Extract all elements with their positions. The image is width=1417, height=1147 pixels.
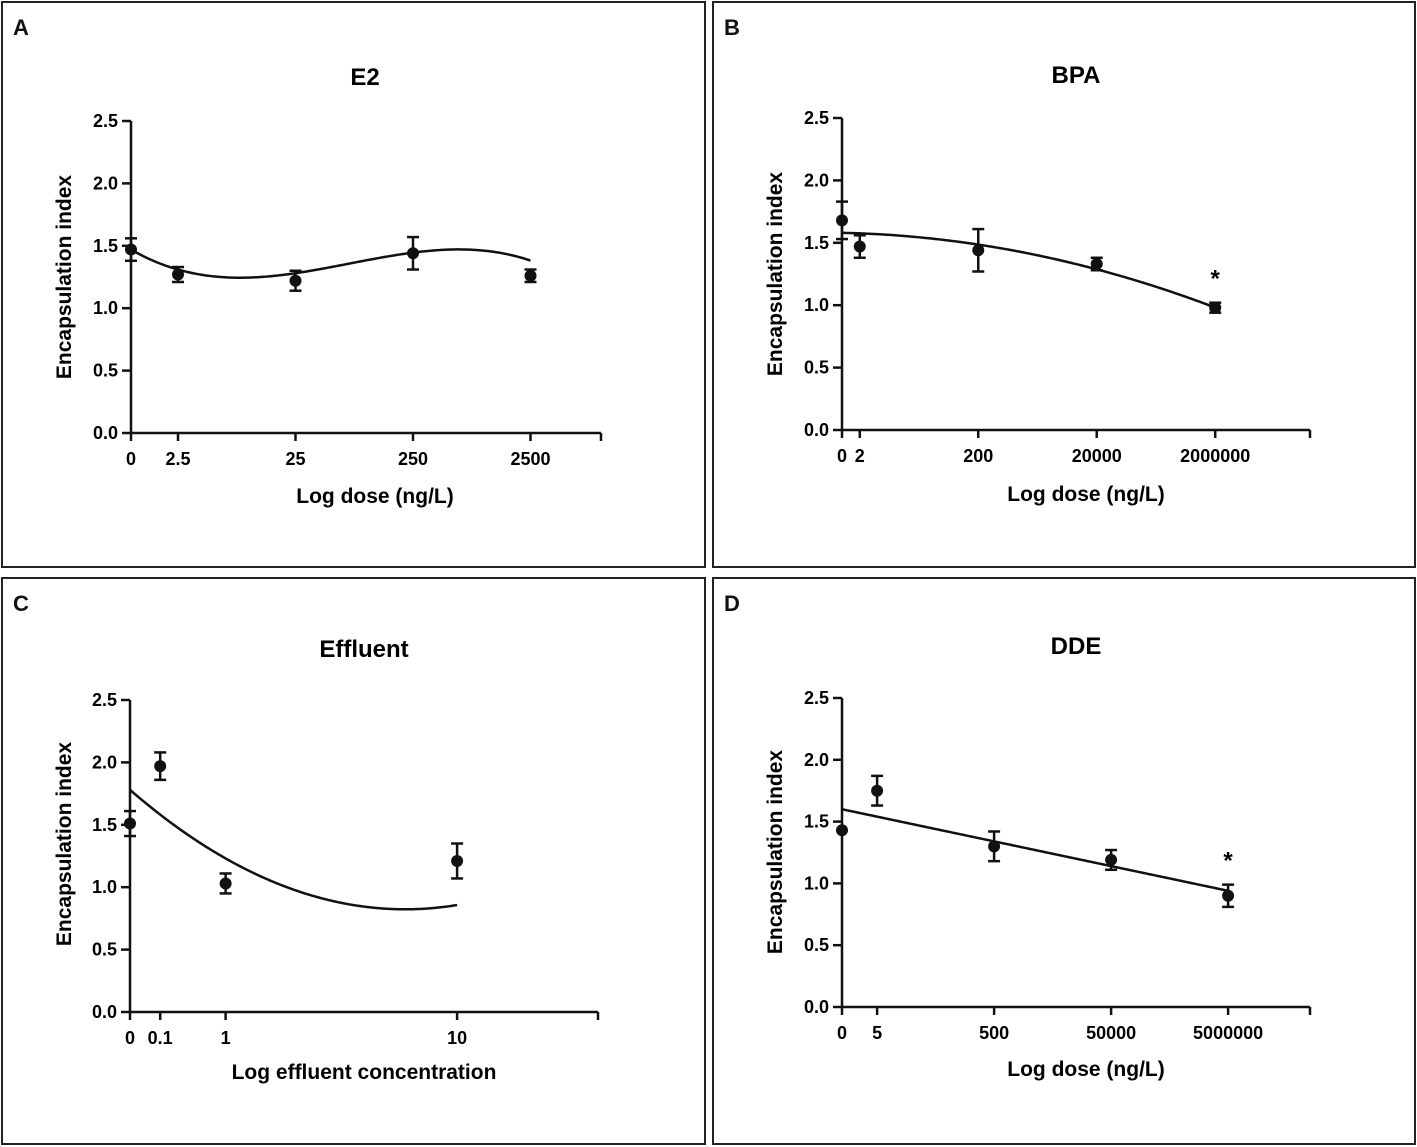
fit-curve (129, 788, 458, 911)
data-point (125, 243, 137, 256)
y-tick-label: 0.5 (804, 358, 829, 378)
x-axis-label: Log dose (ng/L) (1007, 483, 1164, 506)
y-tick-label: 2.5 (92, 690, 117, 710)
panel-letter-c: C (13, 591, 29, 616)
y-tick-label: 2.0 (92, 752, 117, 772)
y-axis-label: Encapsulation index (53, 742, 76, 947)
panel-letter-b: B (724, 15, 740, 40)
x-tick-label: 2.5 (165, 449, 190, 469)
y-axis-label: Encapsulation index (53, 175, 76, 380)
x-tick-label: 25 (285, 449, 305, 469)
y-tick-label: 1.0 (93, 298, 118, 318)
data-point (988, 840, 1001, 853)
y-tick-label: 0.0 (804, 420, 829, 440)
x-tick-label: 0 (125, 1028, 135, 1048)
panel-letter-d: D (724, 591, 740, 616)
y-tick-label: 0.5 (804, 935, 829, 955)
x-tick-label: 0 (837, 1023, 847, 1043)
x-axis-label: Log effluent concentration (232, 1061, 497, 1084)
chart-bpa: BPA 0.0 0.5 1.0 1.5 2.0 2.5 0 2 200 20000 2000000 Lo… (764, 62, 1312, 506)
fit-curve (130, 248, 531, 279)
chart-effluent: Effluent 0.0 0.5 1.0 1.5 2.0 2.5 0 0.1 1 10 Log eff… (53, 636, 600, 1084)
x-tick-label: 250 (398, 449, 428, 469)
y-tick-label: 1.0 (804, 295, 829, 315)
data-point (154, 760, 167, 773)
x-tick-label: 1 (221, 1028, 231, 1048)
data-point (1090, 258, 1103, 271)
fit-curve (841, 231, 1216, 309)
x-tick-label: 5000000 (1193, 1023, 1263, 1043)
data-point (1222, 889, 1235, 902)
y-axis-label: Encapsulation index (764, 172, 787, 377)
data-point (451, 854, 464, 867)
fit-curve (841, 808, 1229, 893)
y-tick-label: 0.0 (804, 997, 829, 1017)
y-tick-label: 1.0 (804, 873, 829, 893)
x-tick-label: 20000 (1072, 446, 1122, 466)
data-point (1209, 301, 1222, 314)
chart-title: DDE (1051, 633, 1102, 660)
y-tick-label: 2.0 (93, 173, 118, 193)
y-tick-label: 1.5 (804, 233, 829, 253)
y-tick-label: 1.5 (804, 812, 829, 832)
x-tick-label: 10 (447, 1028, 467, 1048)
y-tick-label: 0.5 (92, 940, 117, 960)
data-point (289, 274, 302, 287)
x-tick-label: 50000 (1086, 1023, 1136, 1043)
x-tick-label: 0 (837, 446, 847, 466)
x-axis-label: Log dose (ng/L) (1007, 1058, 1164, 1081)
data-point (172, 268, 184, 281)
panel-b: B BPA 0.0 0.5 1.0 1.5 2.0 2.5 0 2 200 20000 2000000… (712, 1, 1416, 568)
chart-e2: E2 0.0 0.5 1.0 1.5 2.0 2.5 0 2.5 25 250 2500 Log dos… (53, 64, 603, 508)
chart-title: BPA (1052, 62, 1101, 89)
y-tick-label: 2.0 (804, 750, 829, 770)
x-tick-label: 2 (855, 446, 865, 466)
panel-a: A E2 0.0 0.5 1.0 1.5 2.0 2.5 0 2.5 25 250 2500 Log d… (1, 1, 706, 568)
y-tick-label: 2.5 (93, 111, 118, 131)
x-tick-label: 5 (872, 1023, 882, 1043)
chart-title: E2 (350, 64, 379, 91)
y-tick-label: 0.0 (93, 423, 118, 443)
x-tick-label: 500 (979, 1023, 1009, 1043)
y-tick-label: 2.5 (804, 688, 829, 708)
data-point (124, 817, 136, 830)
x-tick-label: 2500 (510, 449, 550, 469)
y-axis-label: Encapsulation index (764, 750, 787, 955)
significance-star: * (1223, 848, 1233, 875)
significance-star: * (1211, 266, 1221, 293)
y-tick-label: 2.0 (804, 170, 829, 190)
chart-title: Effluent (319, 636, 408, 663)
y-tick-label: 0.0 (92, 1002, 117, 1022)
data-point (836, 214, 848, 227)
data-point (1105, 853, 1118, 866)
data-point (853, 240, 866, 253)
data-point (524, 269, 537, 282)
x-tick-label: 0 (126, 449, 136, 469)
panel-d: D DDE 0.0 0.5 1.0 1.5 2.0 2.5 0 5 500 50000 5000000… (712, 577, 1416, 1145)
y-tick-label: 0.5 (93, 361, 118, 381)
y-tick-label: 1.5 (92, 815, 117, 835)
x-tick-label: 0.1 (148, 1028, 173, 1048)
x-tick-label: 200 (963, 446, 993, 466)
x-axis-label: Log dose (ng/L) (296, 485, 453, 508)
chart-dde: DDE 0.0 0.5 1.0 1.5 2.0 2.5 0 5 500 50000 5000000 Lo… (764, 633, 1312, 1081)
panel-letter-a: A (13, 15, 29, 40)
data-point (407, 247, 419, 260)
y-tick-label: 1.5 (93, 236, 118, 256)
data-point (836, 824, 848, 837)
panel-c: C Effluent 0.0 0.5 1.0 1.5 2.0 2.5 0 0.1 1 10 Log e… (1, 577, 706, 1145)
data-point (871, 784, 884, 797)
data-point (219, 877, 232, 890)
x-tick-label: 2000000 (1180, 446, 1250, 466)
y-tick-label: 1.0 (92, 877, 117, 897)
data-point (972, 244, 985, 257)
y-tick-label: 2.5 (804, 108, 829, 128)
